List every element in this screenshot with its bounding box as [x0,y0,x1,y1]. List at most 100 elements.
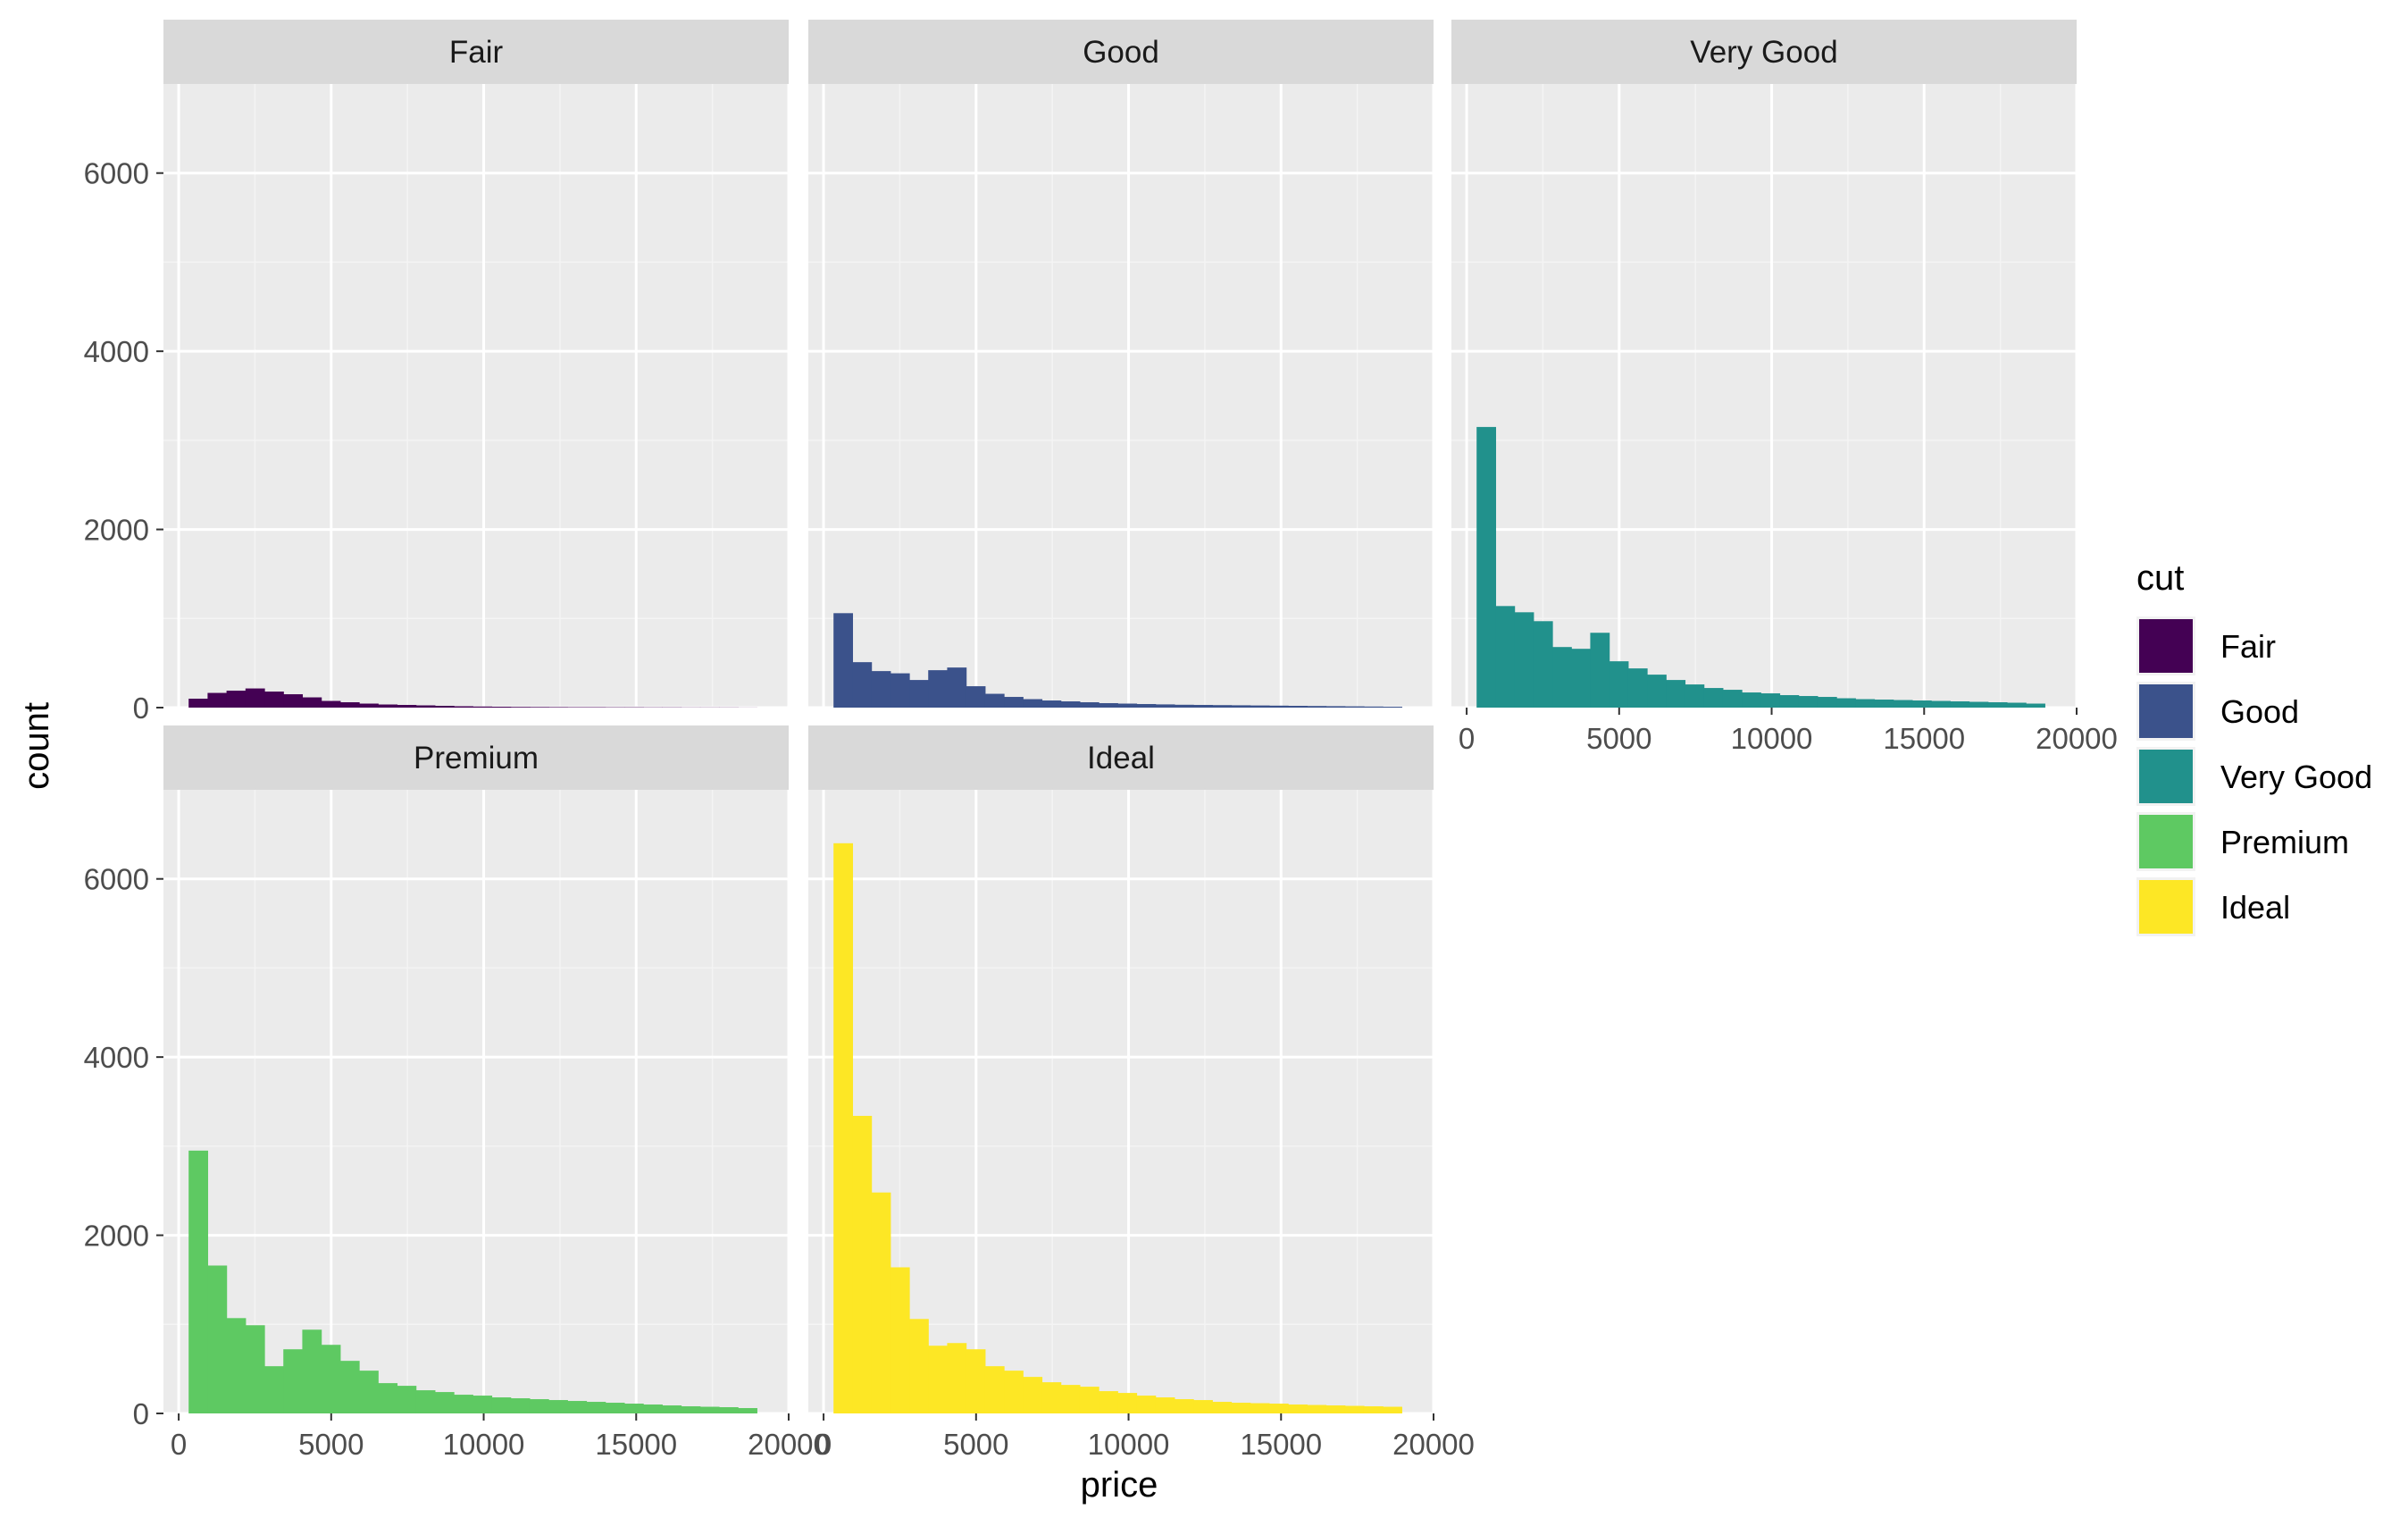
x-axis-label: price [1081,1465,1158,1505]
panel-background [808,84,1434,708]
histogram-bar [1364,707,1384,708]
histogram-bar [1515,612,1534,708]
histogram-bar [1175,705,1194,708]
legend-key-swatch [2139,815,2193,868]
histogram-bar [985,1366,1005,1413]
histogram-bar [1023,1377,1042,1413]
histogram-bar [662,1405,681,1413]
histogram-bar [872,1193,891,1413]
histogram-bar [1326,1405,1346,1413]
histogram-bar [1250,1404,1270,1413]
histogram-bar [1041,700,1061,708]
histogram-bar [1647,675,1667,708]
histogram-bar [1666,680,1685,708]
histogram-bar [530,1399,549,1413]
histogram-bar [1495,606,1515,708]
histogram-bar [1117,704,1137,708]
legend-entry-fair: Fair [2136,616,2276,675]
histogram-bar [1193,705,1213,708]
legend-entry-label: Good [2220,693,2299,730]
histogram-bar [416,1390,436,1413]
histogram-bar [1855,700,1875,708]
histogram-bar [359,704,379,708]
legend-title: cut [2136,558,2184,598]
histogram-bar [416,706,436,708]
legend-key-swatch [2139,880,2193,934]
histogram-bar [472,1396,492,1413]
histogram-bar [1704,688,1724,708]
histogram-bar [1685,684,1704,708]
histogram-bar [1760,693,1780,708]
histogram-bar [1779,695,1799,708]
legend-entry-good: Good [2136,682,2299,741]
histogram-bar [681,1406,701,1413]
histogram-bar [738,1408,757,1413]
histogram-bar [1175,1399,1194,1413]
histogram-bar [246,1325,265,1413]
histogram-bar [1799,696,1819,708]
x-tick-label: 0 [815,1428,832,1461]
facet-strip-label: Very Good [1690,35,1837,70]
histogram-bar [700,1407,720,1413]
panel-background [163,84,789,708]
legend-entry-label: Fair [2220,628,2276,665]
histogram-bar [1307,706,1326,708]
histogram-bar [435,1392,455,1413]
histogram-bar [606,1403,625,1413]
x-tick-label: 15000 [1883,722,1965,755]
histogram-bar [1023,700,1042,708]
histogram-bar [340,1361,360,1413]
x-tick-label: 0 [171,1428,187,1461]
histogram-bar [719,1407,739,1413]
histogram-bar [833,843,853,1413]
x-tick-label: 20000 [2036,722,2118,755]
histogram-bar [511,707,531,708]
histogram-bar [283,1349,303,1413]
histogram-bar [378,1383,397,1413]
histogram-bar [1836,699,1856,708]
histogram-bar [491,707,511,708]
histogram-bar [1061,1385,1081,1413]
histogram-bar [359,1371,379,1413]
histogram-bar [435,706,455,708]
histogram-bar [1364,1406,1384,1413]
histogram-bar [1723,690,1743,708]
x-tick-label: 20000 [1392,1428,1475,1461]
histogram-bar [454,1395,473,1413]
x-tick-label: 10000 [1731,722,1813,755]
histogram-bar [1269,1404,1289,1413]
y-tick-label: 2000 [84,1220,149,1253]
x-tick-label: 15000 [1240,1428,1322,1461]
histogram-bar [227,1318,247,1413]
histogram-bar [322,701,341,708]
histogram-bar [643,1404,663,1413]
legend-entry-label: Very Good [2220,759,2372,795]
histogram-bar [548,1400,568,1413]
histogram-bar [188,1151,208,1413]
histogram-bar [1894,700,1913,708]
histogram-bar [872,671,891,708]
x-tick-label: 10000 [1088,1428,1170,1461]
legend-key-swatch [2139,750,2193,803]
legend-key-swatch [2139,684,2193,738]
histogram-bar [1099,703,1118,708]
histogram-bar [1212,1402,1232,1413]
histogram-bar [1383,1407,1402,1413]
histogram-bar [966,1349,986,1413]
histogram-bar [1610,661,1629,708]
y-tick-label: 0 [133,692,149,725]
y-tick-label: 6000 [84,157,149,190]
histogram-bar [1232,1403,1251,1413]
histogram-bar [852,1116,872,1413]
facet-strip-label: Premium [414,741,539,776]
histogram-bar [1193,1400,1213,1413]
histogram-bar [397,1386,416,1413]
histogram-bar [1742,692,1761,708]
histogram-bar [890,1267,910,1413]
histogram-bar [302,1329,322,1413]
y-tick-label: 0 [133,1397,149,1430]
histogram-bar [207,693,227,708]
